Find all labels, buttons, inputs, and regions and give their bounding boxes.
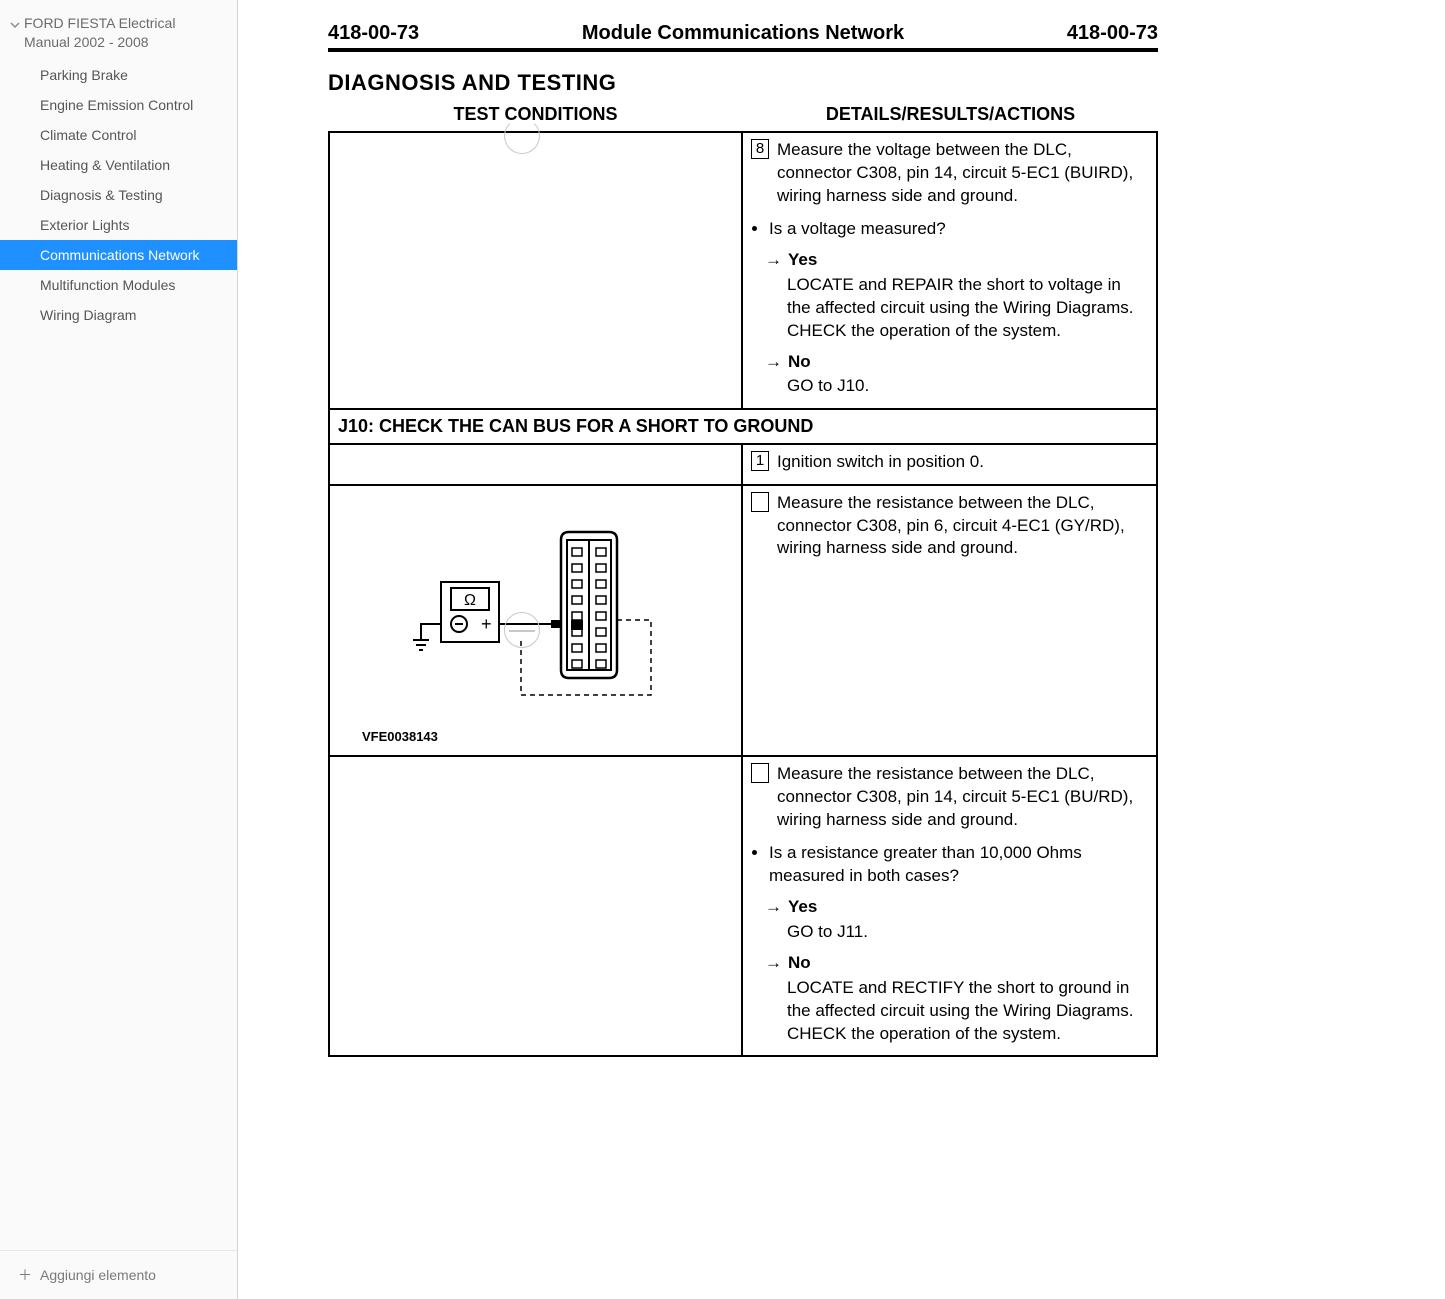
step-text: Measure the resistance between the DLC, … — [777, 492, 1148, 561]
step-text: Ignition switch in position 0. — [777, 451, 1148, 474]
nav-item-communications-network[interactable]: Communications Network — [0, 240, 237, 270]
cell-conditions — [330, 445, 743, 484]
plus-icon: ＋ — [18, 1265, 32, 1285]
result-yes-body: LOCATE and REPAIR the short to voltage i… — [787, 274, 1148, 343]
diag-section-title: J10: CHECK THE CAN BUS FOR A SHORT TO GR… — [330, 408, 1156, 442]
arrow-icon: → — [765, 896, 782, 919]
cell-conditions — [330, 133, 743, 408]
result-no-body: GO to J10. — [787, 375, 1148, 398]
nav-item-exterior-lights[interactable]: Exterior Lights — [0, 210, 237, 240]
page-header: 418-00-73 Module Communications Network … — [328, 22, 1158, 52]
nav-item-multifunction-modules[interactable]: Multifunction Modules — [0, 270, 237, 300]
cell-conditions — [330, 757, 743, 1055]
tree-root-item[interactable]: FORD FIESTA Electrical Manual 2002 - 200… — [0, 14, 237, 56]
page-title: Module Communications Network — [419, 22, 1067, 45]
document-viewport[interactable]: 418-00-73 Module Communications Network … — [238, 0, 1445, 1299]
connector-diagram: Ω + — [338, 492, 733, 720]
result-yes-body: GO to J11. — [787, 921, 1148, 944]
cell-details: 8 Measure the voltage between the DLC, c… — [743, 133, 1156, 408]
step-question: Is a voltage measured? — [769, 218, 1148, 241]
add-element-button[interactable]: ＋ Aggiungi elemento — [0, 1250, 237, 1299]
arrow-icon: → — [765, 952, 782, 975]
page-code-left: 418-00-73 — [328, 22, 419, 45]
result-no: → No — [765, 351, 1148, 374]
sidebar: FORD FIESTA Electrical Manual 2002 - 200… — [0, 0, 238, 1299]
document-page: 418-00-73 Module Communications Network … — [328, 22, 1158, 1057]
diag-row-j10-1: 1 Ignition switch in position 0. — [330, 443, 1156, 484]
diag-row-j10-3: Measure the resistance between the DLC, … — [330, 755, 1156, 1055]
chevron-down-icon — [10, 14, 24, 35]
diagnostic-table: 8 Measure the voltage between the DLC, c… — [328, 131, 1158, 1057]
col-header-details: DETAILS/RESULTS/ACTIONS — [743, 104, 1158, 125]
result-yes: → Yes — [765, 249, 1148, 272]
step-text: Measure the voltage between the DLC, con… — [777, 139, 1148, 208]
nav-item-parking-brake[interactable]: Parking Brake — [0, 60, 237, 90]
col-header-conditions: TEST CONDITIONS — [328, 104, 743, 125]
arrow-icon: → — [765, 351, 782, 374]
figure-id: VFE0038143 — [362, 728, 733, 746]
result-no-body: LOCATE and RECTIFY the short to ground i… — [787, 977, 1148, 1046]
svg-text:+: + — [481, 614, 492, 634]
column-headers: TEST CONDITIONS DETAILS/RESULTS/ACTIONS — [328, 104, 1158, 125]
scan-artifact-icon — [504, 612, 540, 648]
nav-tree: FORD FIESTA Electrical Manual 2002 - 200… — [0, 0, 237, 1250]
step-number-box: 1 — [751, 451, 769, 471]
tree-root-label: FORD FIESTA Electrical Manual 2002 - 200… — [24, 14, 223, 52]
result-no-label: No — [788, 952, 811, 975]
diag-row-step8: 8 Measure the voltage between the DLC, c… — [330, 133, 1156, 408]
page-code-right: 418-00-73 — [1067, 22, 1158, 45]
cell-details: 1 Ignition switch in position 0. — [743, 445, 1156, 484]
cell-details: Measure the resistance between the DLC, … — [743, 757, 1156, 1055]
step-text: Measure the resistance between the DLC, … — [777, 763, 1148, 832]
result-yes-label: Yes — [788, 249, 817, 272]
step-number-box — [751, 763, 769, 783]
step-number-box — [751, 492, 769, 512]
result-yes-label: Yes — [788, 896, 817, 919]
svg-text:Ω: Ω — [464, 592, 476, 609]
result-no: → No — [765, 952, 1148, 975]
step-number-box: 8 — [751, 139, 769, 159]
add-element-label: Aggiungi elemento — [40, 1267, 156, 1283]
nav-item-wiring-diagram[interactable]: Wiring Diagram — [0, 300, 237, 330]
result-yes: → Yes — [765, 896, 1148, 919]
nav-items: Parking Brake Engine Emission Control Cl… — [0, 56, 237, 330]
nav-item-heating-ventilation[interactable]: Heating & Ventilation — [0, 150, 237, 180]
section-heading: DIAGNOSIS AND TESTING — [328, 70, 1158, 96]
scan-artifact-icon — [504, 118, 540, 154]
result-no-label: No — [788, 351, 811, 374]
nav-item-diagnosis-testing[interactable]: Diagnosis & Testing — [0, 180, 237, 210]
step-question: Is a resistance greater than 10,000 Ohms… — [769, 842, 1148, 888]
nav-item-engine-emission[interactable]: Engine Emission Control — [0, 90, 237, 120]
diag-row-j10-2: Ω + — [330, 484, 1156, 756]
nav-item-climate-control[interactable]: Climate Control — [0, 120, 237, 150]
arrow-icon: → — [765, 249, 782, 272]
cell-details: Measure the resistance between the DLC, … — [743, 486, 1156, 756]
